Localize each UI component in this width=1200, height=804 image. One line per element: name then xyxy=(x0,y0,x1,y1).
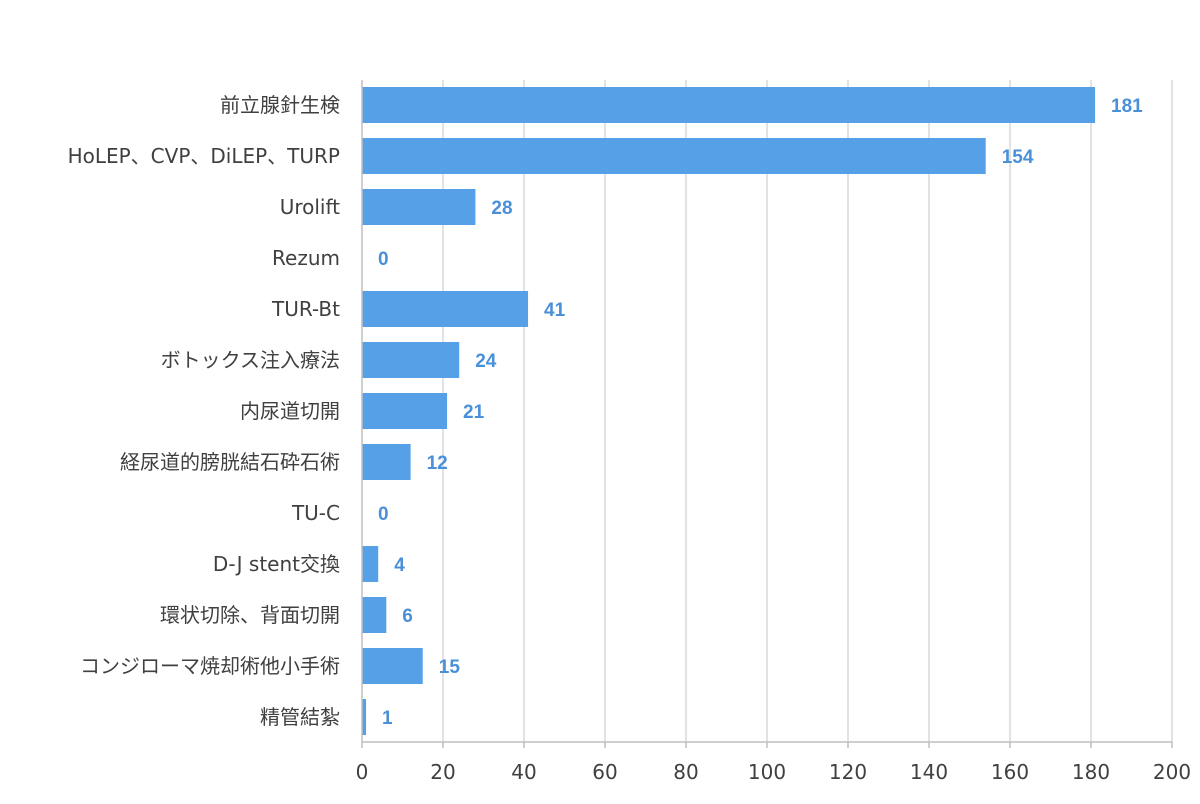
bar xyxy=(362,342,460,378)
category-label: 経尿道的膀胱結石砕石術 xyxy=(120,450,340,474)
x-tick-label: 80 xyxy=(673,760,698,784)
category-label: D-J stent交換 xyxy=(213,552,340,576)
category-label: 環状切除、背面切開 xyxy=(160,603,340,627)
category-label: TUR-Bt xyxy=(271,297,340,321)
data-label: 24 xyxy=(475,351,497,372)
data-label: 21 xyxy=(463,402,485,423)
bar xyxy=(362,546,379,582)
x-tick-label: 0 xyxy=(356,760,369,784)
category-label: 精管結紮 xyxy=(260,705,340,729)
x-tick-label: 120 xyxy=(829,760,867,784)
data-label: 1 xyxy=(382,708,393,729)
category-label: 内尿道切開 xyxy=(240,399,340,423)
bar xyxy=(362,597,387,633)
category-label: ボトックス注入療法 xyxy=(161,348,340,372)
x-tick-label: 140 xyxy=(910,760,948,784)
x-tick-label: 20 xyxy=(430,760,455,784)
category-label: 前立腺針生検 xyxy=(220,93,340,117)
gridlines xyxy=(442,80,1173,742)
axes xyxy=(361,80,1173,748)
bar xyxy=(362,699,367,735)
data-label: 41 xyxy=(544,300,566,321)
category-label: コンジローマ焼却術他小手術 xyxy=(80,654,340,678)
bar xyxy=(362,138,986,174)
x-tick-label: 100 xyxy=(748,760,786,784)
data-label: 154 xyxy=(1002,147,1034,168)
bar xyxy=(362,291,529,327)
x-tick-label: 60 xyxy=(592,760,617,784)
x-tick-label: 200 xyxy=(1153,760,1191,784)
x-tick-label: 180 xyxy=(1072,760,1110,784)
data-label: 181 xyxy=(1111,96,1143,117)
category-label: HoLEP、CVP、DiLEP、TURP xyxy=(68,144,340,168)
data-label: 4 xyxy=(394,555,405,576)
data-label: 6 xyxy=(402,606,413,627)
bar xyxy=(362,393,448,429)
data-label: 12 xyxy=(427,453,448,474)
category-label: Urolift xyxy=(280,195,340,219)
bar xyxy=(362,444,411,480)
x-tick-label: 160 xyxy=(991,760,1029,784)
category-label: TU-C xyxy=(291,501,340,525)
x-tick-label: 40 xyxy=(511,760,536,784)
category-label: Rezum xyxy=(272,246,340,270)
bars xyxy=(362,87,1096,735)
bar xyxy=(362,648,423,684)
data-label: 0 xyxy=(378,249,389,270)
bar xyxy=(362,189,476,225)
data-label: 28 xyxy=(491,198,512,219)
data-label: 0 xyxy=(378,504,389,525)
bar xyxy=(362,87,1096,123)
data-label: 15 xyxy=(439,657,461,678)
